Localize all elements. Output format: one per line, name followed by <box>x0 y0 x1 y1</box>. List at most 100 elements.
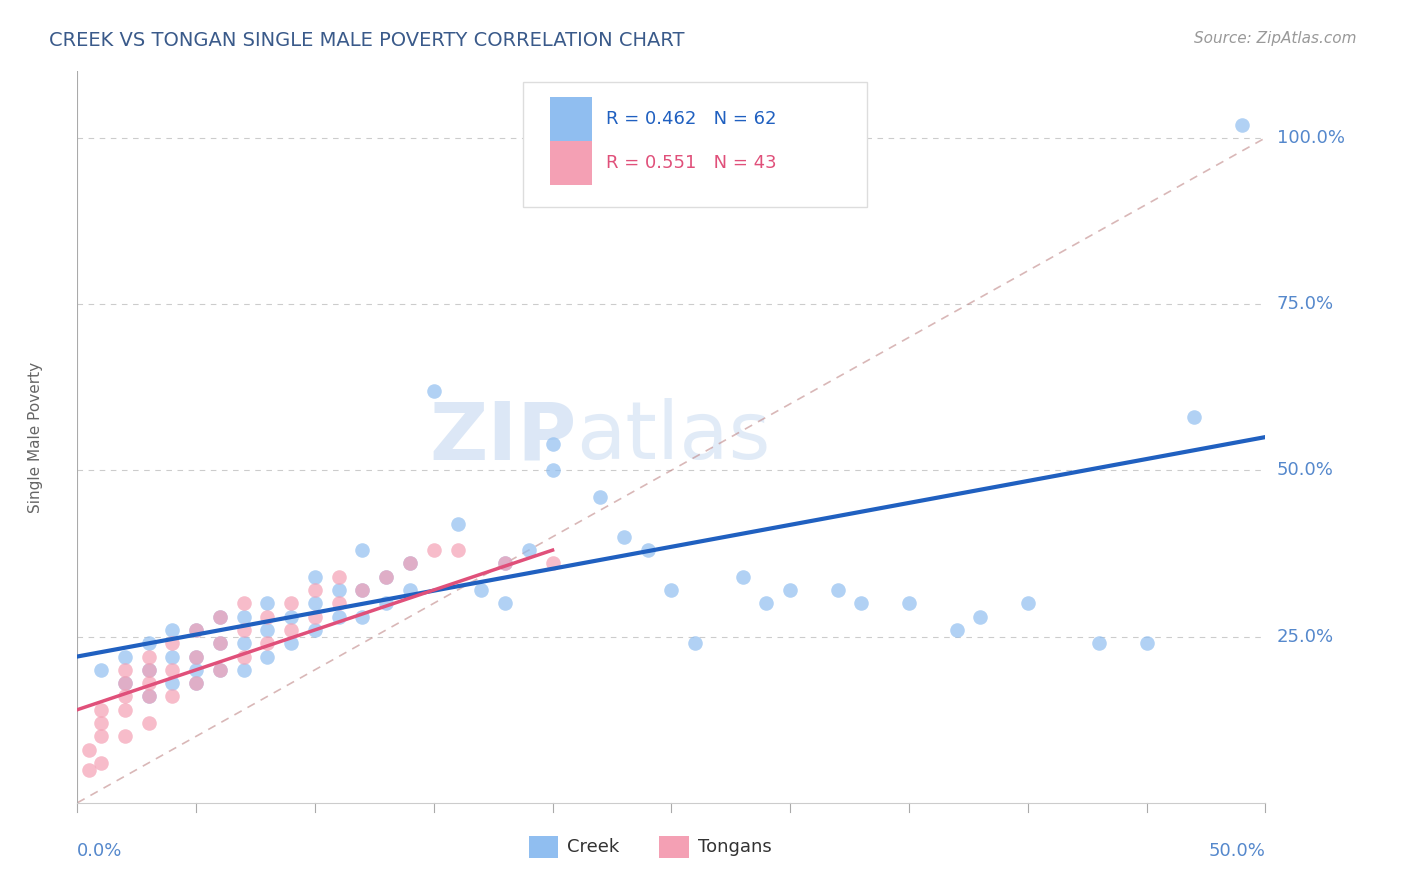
Point <box>138 636 160 650</box>
Point <box>352 582 374 597</box>
Point <box>138 690 160 704</box>
Point <box>208 609 231 624</box>
Point <box>541 436 564 450</box>
Point <box>1230 118 1253 132</box>
Point <box>138 716 160 731</box>
Text: Creek: Creek <box>567 838 619 855</box>
Point <box>208 663 231 677</box>
Point <box>851 596 873 610</box>
Point <box>90 663 112 677</box>
Point <box>280 609 302 624</box>
Bar <box>529 836 558 858</box>
Point <box>304 609 326 624</box>
Point <box>352 582 374 597</box>
Point <box>162 623 184 637</box>
Point <box>162 690 184 704</box>
Point <box>494 596 516 610</box>
Point <box>138 676 160 690</box>
Point <box>232 623 254 637</box>
Text: R = 0.551   N = 43: R = 0.551 N = 43 <box>606 153 776 172</box>
Point <box>423 543 446 558</box>
Point <box>186 623 208 637</box>
Point <box>613 530 636 544</box>
Point <box>90 716 112 731</box>
Point <box>256 623 278 637</box>
Point <box>186 623 208 637</box>
Point <box>446 543 468 558</box>
Point <box>162 663 184 677</box>
Point <box>423 384 446 398</box>
Point <box>517 543 540 558</box>
Point <box>304 582 326 597</box>
Point <box>256 636 278 650</box>
Point <box>352 543 374 558</box>
Point <box>114 663 136 677</box>
Point <box>138 649 160 664</box>
Point <box>77 763 100 777</box>
Point <box>138 663 160 677</box>
Point <box>114 729 136 743</box>
Point <box>114 676 136 690</box>
Point <box>232 596 254 610</box>
Point <box>162 636 184 650</box>
Point <box>1088 636 1111 650</box>
Bar <box>550 141 592 185</box>
Point <box>114 676 136 690</box>
Point <box>779 582 801 597</box>
FancyBboxPatch shape <box>523 82 868 207</box>
Point <box>731 570 754 584</box>
Point <box>541 557 564 571</box>
Point <box>162 649 184 664</box>
Text: Single Male Poverty: Single Male Poverty <box>28 361 44 513</box>
Bar <box>659 836 689 858</box>
Point <box>375 570 398 584</box>
Point <box>494 557 516 571</box>
Point <box>280 636 302 650</box>
Point <box>637 543 659 558</box>
Point <box>494 557 516 571</box>
Point <box>114 703 136 717</box>
Point <box>328 596 350 610</box>
Point <box>375 596 398 610</box>
Point <box>138 663 160 677</box>
Point <box>352 609 374 624</box>
Point <box>470 582 492 597</box>
Point <box>138 690 160 704</box>
Point <box>304 596 326 610</box>
Point <box>77 742 100 756</box>
Text: 25.0%: 25.0% <box>1277 628 1334 646</box>
Point <box>280 623 302 637</box>
Point <box>232 636 254 650</box>
Point <box>328 570 350 584</box>
Point <box>541 463 564 477</box>
Point <box>162 676 184 690</box>
Point <box>304 570 326 584</box>
Point <box>755 596 778 610</box>
Text: 75.0%: 75.0% <box>1277 295 1334 313</box>
Text: 50.0%: 50.0% <box>1209 842 1265 860</box>
Point <box>232 663 254 677</box>
Point <box>232 649 254 664</box>
Point <box>114 649 136 664</box>
Point <box>256 649 278 664</box>
Point <box>827 582 849 597</box>
Point <box>328 609 350 624</box>
Point <box>256 596 278 610</box>
Point <box>280 596 302 610</box>
Point <box>945 623 967 637</box>
Point <box>186 676 208 690</box>
Point <box>399 557 422 571</box>
Text: Tongans: Tongans <box>697 838 772 855</box>
Point <box>208 636 231 650</box>
Point <box>90 729 112 743</box>
Point <box>186 676 208 690</box>
Point <box>232 609 254 624</box>
Point <box>969 609 991 624</box>
Point <box>589 490 612 504</box>
Point <box>328 582 350 597</box>
Point <box>256 609 278 624</box>
Point <box>661 582 683 597</box>
Point <box>1136 636 1159 650</box>
Point <box>1017 596 1039 610</box>
Point <box>186 649 208 664</box>
